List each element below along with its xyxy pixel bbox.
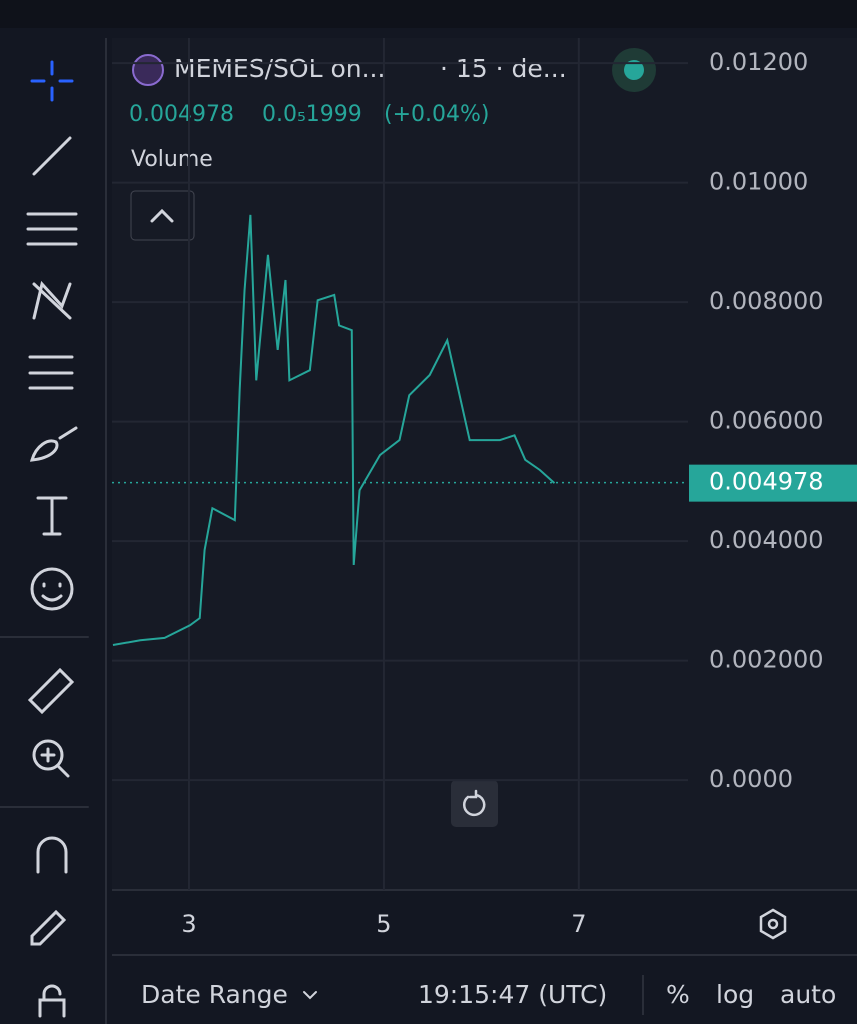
date-range[interactable]: Date Range [141,980,288,1009]
ruler-tool[interactable] [27,667,75,715]
y-tick-label: 0.01000 [709,168,808,196]
zoom-tool[interactable] [32,739,64,771]
y-tick-label: 0.008000 [709,287,824,315]
lock-drawing-tool[interactable] [30,909,67,946]
clock[interactable]: 19:15:47 (UTC) [418,980,607,1009]
auto-toggle[interactable]: auto [780,980,836,1009]
plot-bg [112,38,857,890]
text-tool[interactable] [36,496,68,536]
crosshair-tool[interactable] [30,60,74,102]
reset-icon [463,789,486,817]
y-tick-label: 0.006000 [709,407,824,435]
last-price-tag [689,464,857,502]
magnet-tool[interactable] [36,836,68,874]
x-tick-label: 7 [571,910,586,938]
pattern-tool[interactable] [32,280,72,320]
top-bar [0,0,857,28]
percent-toggle[interactable]: % [666,980,690,1009]
fib-tool[interactable] [26,212,78,246]
header-change-pct: (+0.04%) [384,102,490,127]
y-tick-label: 0.01200 [709,48,808,76]
collapse-button[interactable] [130,190,195,241]
last-price-label: 0.004978 [709,468,824,496]
y-tick-label: 0.002000 [709,646,824,674]
line-tool[interactable] [32,136,72,176]
header-price: 0.004978 [129,102,234,127]
interval: · 15 · de... [440,54,567,83]
projection-tool[interactable] [28,355,74,390]
status-dot [624,60,644,80]
chevron-up [150,208,174,223]
header-change: 0.0₅1999 [262,102,362,127]
volume-label: Volume [131,147,213,172]
reset-button[interactable] [451,780,498,827]
log-toggle[interactable]: log [716,980,754,1009]
x-tick-label: 3 [181,910,196,938]
toolbar [0,60,89,1018]
x-tick-label: 5 [376,910,391,938]
brush-tool[interactable] [29,426,78,462]
y-tick-label: 0.0000 [709,765,793,793]
settings-button[interactable] [759,908,787,940]
lock-tool[interactable] [38,984,66,1018]
price-line [112,214,556,647]
emoji-tool[interactable] [30,567,74,611]
y-tick-label: 0.004000 [709,526,824,554]
symbol[interactable]: MEMES/SOL on... [174,54,385,83]
symbol-icon [132,54,164,86]
